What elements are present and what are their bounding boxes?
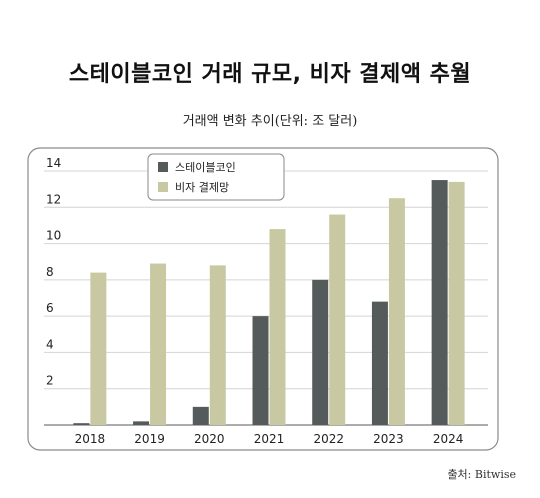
bar-visa	[329, 214, 346, 425]
x-tick-label: 2024	[433, 432, 464, 446]
source-note: 출처: Bitwise	[447, 468, 516, 481]
y-tick-label: 4	[46, 337, 54, 351]
bar-stablecoin	[192, 406, 209, 425]
x-tick-label: 2019	[134, 432, 165, 446]
x-axis-ticks: 2018 2019 2020 2021 2022 2023 2024	[75, 432, 464, 446]
y-tick-label: 12	[46, 192, 61, 206]
legend: 스테이블코인 비자 결제망	[147, 153, 285, 201]
bar-visa	[90, 272, 107, 425]
bar-stablecoin	[73, 423, 90, 425]
chart-title: 스테이블코인 거래 규모, 비자 결제액 추월	[68, 62, 472, 87]
bar-visa	[150, 263, 167, 425]
bar-stablecoin	[371, 301, 388, 425]
chart-frame	[27, 147, 499, 451]
x-tick-label: 2020	[194, 432, 225, 446]
legend-swatch-stablecoin	[158, 162, 168, 172]
bar-visa	[269, 229, 286, 425]
chart-subtitle: 거래액 변화 추이(단위: 조 달러)	[182, 114, 358, 129]
bar-visa	[209, 265, 226, 425]
legend-label-stablecoin: 스테이블코인	[175, 161, 236, 174]
bar-stablecoin	[252, 316, 269, 425]
y-tick-label: 2	[46, 374, 54, 388]
y-tick-label: 14	[46, 156, 61, 170]
x-tick-label: 2023	[373, 432, 404, 446]
bar-visa	[388, 198, 405, 425]
bar-stablecoin	[133, 421, 150, 425]
bars	[73, 180, 465, 425]
y-tick-label: 10	[46, 229, 61, 243]
y-tick-label: 6	[46, 301, 54, 315]
y-axis-ticks: 2 4 6 8 10 12 14	[46, 156, 61, 388]
bar-visa	[448, 181, 465, 425]
legend-swatch-visa	[158, 182, 168, 192]
bar-stablecoin	[312, 279, 329, 425]
x-tick-label: 2021	[254, 432, 285, 446]
legend-label-visa: 비자 결제망	[175, 181, 229, 194]
y-tick-label: 8	[46, 265, 54, 279]
legend-box	[147, 153, 285, 201]
x-tick-label: 2022	[313, 432, 344, 446]
x-tick-label: 2018	[75, 432, 106, 446]
bar-stablecoin	[431, 180, 448, 425]
